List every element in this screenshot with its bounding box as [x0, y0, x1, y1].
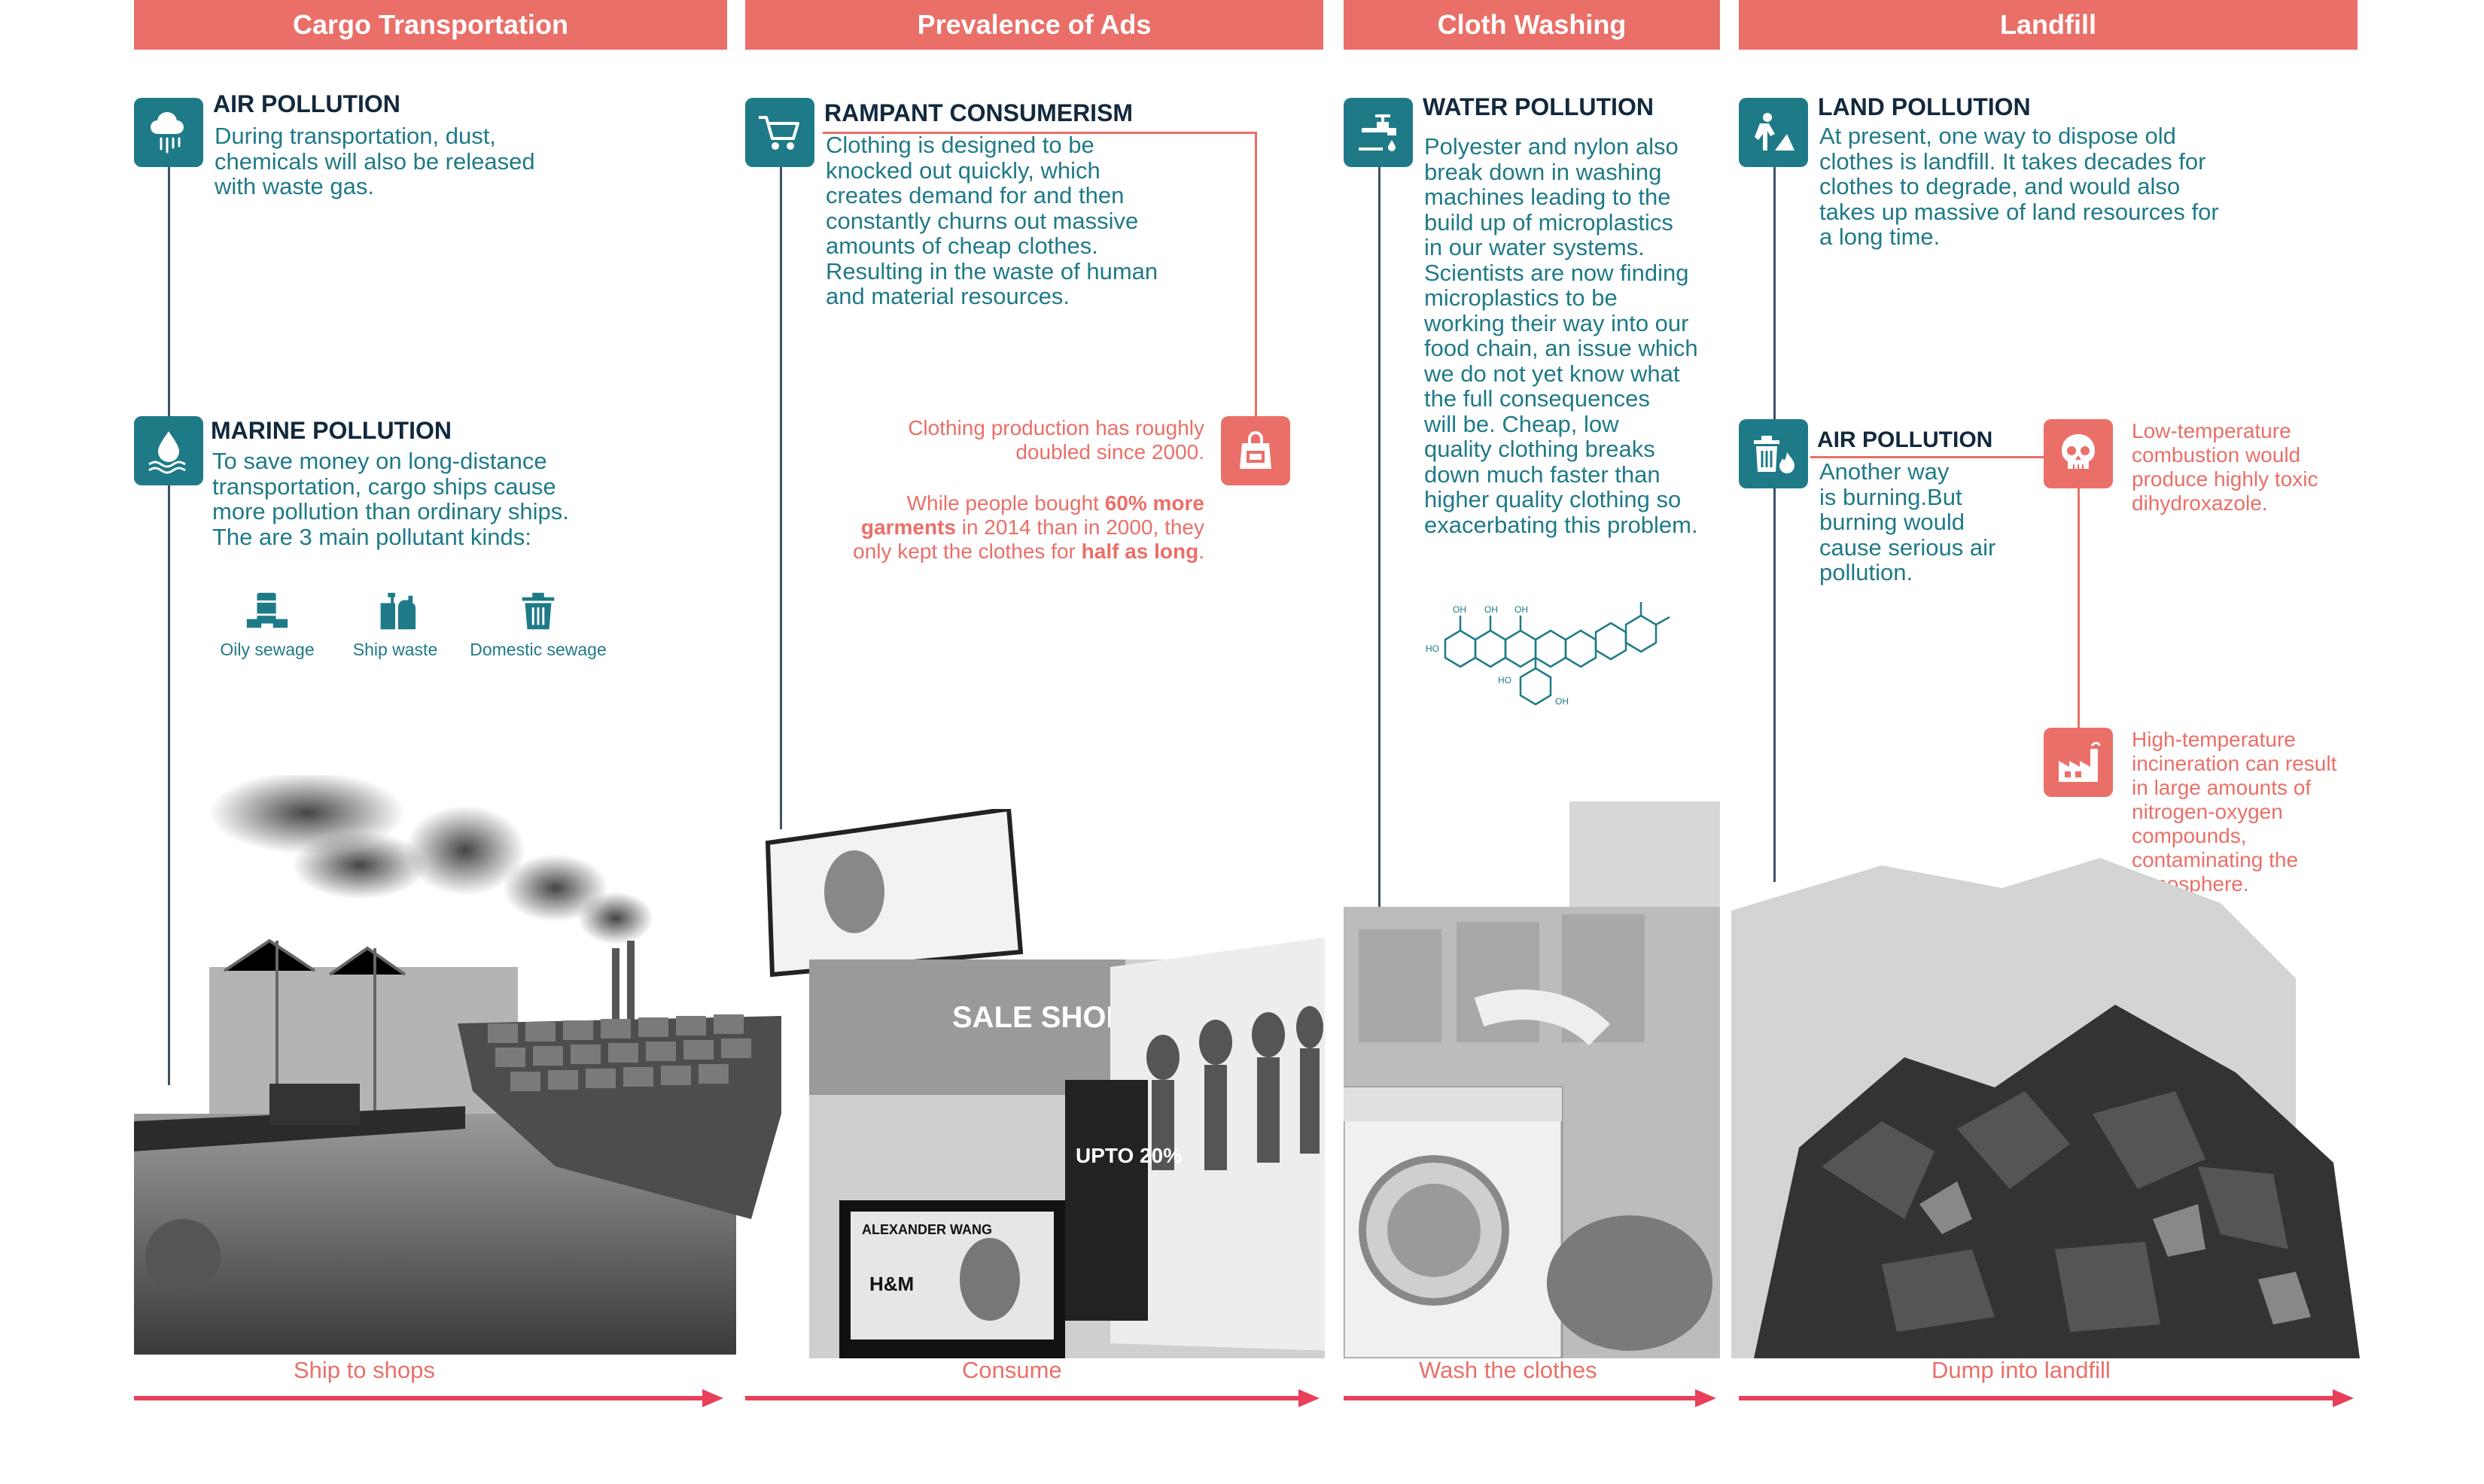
pier — [134, 1106, 465, 1151]
pollutant-oily-sewage: Oily sewage — [211, 587, 324, 660]
ads-connector-vertical — [1255, 132, 1257, 418]
molecule-icon: OH OH OH HO HO OH — [1426, 602, 1670, 707]
drain-bucket — [1547, 1215, 1712, 1351]
shopping-cart-icon — [745, 98, 814, 167]
production-doubled-fact: Clothing production has roughly doubled s… — [908, 416, 1204, 464]
caption-dump-into-landfill: Dump into landfill — [1931, 1357, 2111, 1383]
marine-pollution-title: MARINE POLLUTION — [211, 417, 452, 444]
water-pollution-title: WATER POLLUTION — [1423, 93, 1654, 120]
oil-barrel-icon — [246, 592, 288, 628]
svg-text:OH: OH — [1453, 604, 1466, 615]
caption-ship-to-shops: Ship to shops — [294, 1357, 435, 1383]
high-temperature-incineration-text: High-temperature incineration can result i… — [2132, 728, 2337, 896]
cargo-timeline-line — [168, 167, 170, 1085]
sale-shop-sign: SALE SHOP — [952, 1001, 1126, 1034]
promo-stand — [1065, 1080, 1148, 1321]
ads-timeline-line — [780, 167, 782, 829]
garments-kept-fact: While people bought 60% more garments in… — [853, 491, 1204, 563]
cargo-air-pollution-text: During transportation, dust, chemicals wi… — [215, 123, 535, 199]
factory-icon — [2044, 728, 2113, 797]
flow-arrow-washing — [1344, 1389, 1716, 1407]
landfill-connector-vertical — [2078, 488, 2080, 729]
cloud-rain-icon — [134, 98, 203, 167]
pipe-outlet — [145, 1219, 221, 1294]
worker-icon — [1739, 98, 1808, 167]
tv-brand-text: ALEXANDER WANG — [862, 1222, 992, 1237]
landfill-collage — [1731, 858, 2360, 1358]
rampant-consumerism-text: Clothing is designed to be knocked out qu… — [826, 132, 1158, 309]
landfill-connector-horizontal — [1810, 456, 2045, 458]
header-landfill: Landfill — [1739, 0, 2358, 50]
pollutant-ship-waste: Ship waste — [342, 587, 448, 660]
shopping-bag-icon — [1221, 416, 1290, 485]
svg-text:OH: OH — [1555, 696, 1569, 707]
flow-arrow-cargo — [134, 1389, 723, 1407]
faucet-icon — [1344, 98, 1413, 167]
water-drop-icon — [134, 416, 203, 485]
marine-pollution-text: To save money on long-distance transporta… — [212, 448, 569, 550]
bin-fire-icon — [1739, 419, 1808, 488]
barge — [269, 1084, 360, 1125]
smoke-plume — [209, 775, 653, 944]
cargo-air-pollution-title: AIR POLLUTION — [213, 90, 400, 117]
flow-arrow-landfill — [1739, 1389, 2354, 1407]
caption-consume: Consume — [962, 1357, 1062, 1383]
caption-wash-the-clothes: Wash the clothes — [1419, 1357, 1597, 1383]
header-cloth-washing: Cloth Washing — [1344, 0, 1720, 50]
trash-can-icon — [522, 592, 555, 630]
washing-timeline-line — [1378, 167, 1381, 912]
svg-text:HO: HO — [1426, 643, 1439, 654]
svg-text:OH: OH — [1484, 604, 1498, 615]
bottle-icon — [380, 592, 416, 630]
svg-text:HO: HO — [1498, 675, 1511, 686]
skull-icon — [2044, 419, 2113, 488]
promo-text: UPTO 20% — [1076, 1144, 1182, 1167]
low-temperature-combustion-text: Low-temperature combustion would produce h… — [2132, 419, 2318, 515]
land-pollution-text: At present, one way to dispose old clothe… — [1819, 123, 2219, 250]
compressed-bales — [1569, 801, 1720, 907]
water-pollution-text: Polyester and nylon also break down in wa… — [1424, 133, 1698, 538]
landfill-timeline-line — [1773, 167, 1776, 882]
land-pollution-title: LAND POLLUTION — [1818, 93, 2031, 120]
header-cargo-transportation: Cargo Transportation — [134, 0, 727, 50]
landfill-air-pollution-text: Another way is burning.But burning would ca… — [1819, 458, 1996, 585]
water-splash — [1474, 990, 1611, 1046]
header-prevalence-of-ads: Prevalence of Ads — [745, 0, 1323, 50]
billboard-model — [765, 809, 1024, 978]
washing-collage — [1344, 801, 1720, 1358]
landfill-air-pollution-title: AIR POLLUTION — [1817, 427, 1993, 452]
cargo-ship-collage — [134, 775, 781, 1355]
rampant-consumerism-title: RAMPANT CONSUMERISM — [824, 99, 1134, 126]
cargo-ship — [458, 1014, 781, 1219]
ads-connector-horizontal — [823, 132, 1256, 134]
advertising-collage: SALE SHOP UPTO 20% ALEXANDER WANG H&M — [765, 809, 1325, 1358]
pollutant-domestic-sewage: Domestic sewage — [459, 587, 617, 660]
flow-arrow-ads — [745, 1389, 1320, 1407]
svg-text:OH: OH — [1514, 604, 1528, 615]
tv-logo-text: H&M — [869, 1273, 914, 1295]
